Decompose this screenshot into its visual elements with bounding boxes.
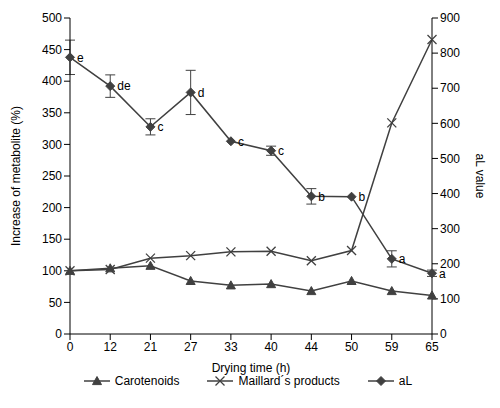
svg-text:400: 400: [440, 187, 460, 201]
svg-text:44: 44: [305, 340, 319, 354]
svg-text:27: 27: [184, 340, 198, 354]
svg-text:c: c: [238, 135, 244, 149]
svg-text:600: 600: [440, 117, 460, 131]
svg-text:12: 12: [104, 340, 118, 354]
svg-text:Increase of metabolite (%): Increase of metabolite (%): [9, 106, 23, 246]
svg-text:a: a: [399, 252, 406, 266]
svg-text:700: 700: [440, 81, 460, 95]
svg-text:0: 0: [67, 340, 74, 354]
svg-text:200: 200: [440, 257, 460, 271]
svg-text:Drying time (h): Drying time (h): [212, 361, 291, 375]
svg-text:900: 900: [440, 11, 460, 25]
svg-text:250: 250: [42, 169, 62, 183]
svg-text:21: 21: [144, 340, 158, 354]
svg-text:100: 100: [42, 264, 62, 278]
svg-text:0: 0: [440, 327, 447, 341]
svg-text:0: 0: [55, 327, 62, 341]
svg-text:a: a: [439, 267, 446, 281]
svg-text:b: b: [318, 190, 325, 204]
svg-text:b: b: [359, 190, 366, 204]
svg-text:aL value: aL value: [473, 154, 487, 199]
svg-text:d: d: [198, 86, 205, 100]
svg-text:59: 59: [385, 340, 399, 354]
svg-text:450: 450: [42, 43, 62, 57]
svg-text:50: 50: [49, 296, 63, 310]
html-text:aL: aL: [398, 374, 413, 388]
html-text:Maillard´s products: Maillard´s products: [238, 374, 340, 388]
svg-text:65: 65: [425, 340, 439, 354]
svg-text:500: 500: [42, 11, 62, 25]
svg-text:c: c: [278, 144, 284, 158]
svg-text:500: 500: [440, 152, 460, 166]
svg-text:350: 350: [42, 106, 62, 120]
svg-text:50: 50: [345, 340, 359, 354]
svg-text:de: de: [117, 79, 131, 93]
html-text:Carotenoids: Carotenoids: [114, 374, 180, 388]
svg-text:300: 300: [42, 138, 62, 152]
svg-text:40: 40: [264, 340, 278, 354]
svg-text:33: 33: [224, 340, 238, 354]
svg-text:100: 100: [440, 292, 460, 306]
svg-text:400: 400: [42, 74, 62, 88]
svg-text:e: e: [77, 51, 84, 65]
svg-text:800: 800: [440, 46, 460, 60]
svg-text:150: 150: [42, 232, 62, 246]
svg-text:300: 300: [440, 222, 460, 236]
svg-text:c: c: [157, 120, 163, 134]
svg-text:200: 200: [42, 201, 62, 215]
